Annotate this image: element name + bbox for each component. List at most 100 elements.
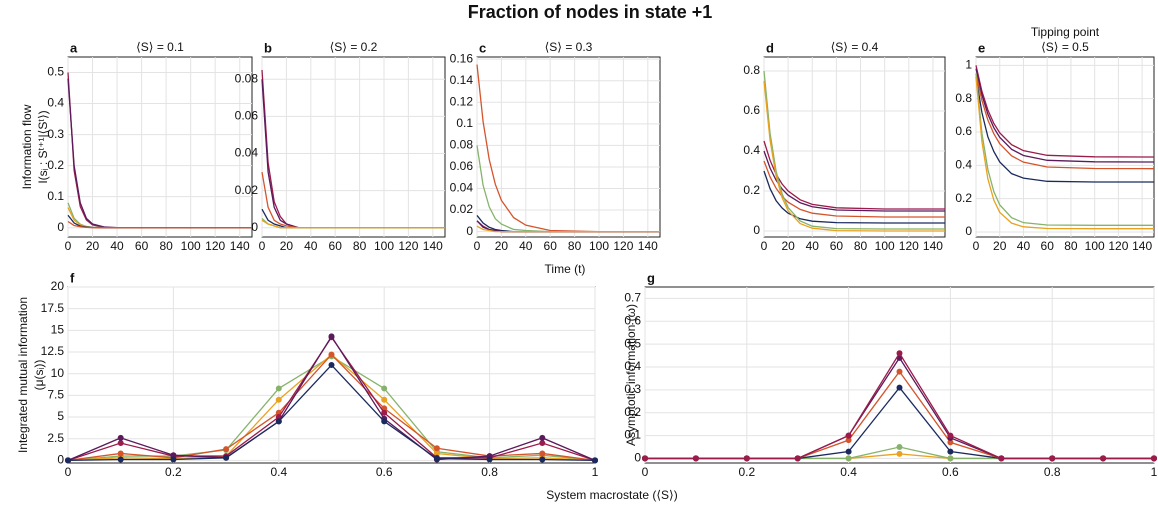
- data-line: [67, 78, 252, 229]
- data-line: [975, 65, 1155, 158]
- x-tick-label: 20: [781, 239, 795, 253]
- data-point: [947, 439, 954, 446]
- x-tick-label: 100: [589, 239, 609, 253]
- x-tick-label: 40: [519, 239, 533, 253]
- data-point: [170, 456, 177, 463]
- y-tick-label: 0.8: [743, 63, 760, 77]
- data-point: [1100, 455, 1107, 462]
- panel-title: ⟨S⟩ = 0.5: [1041, 40, 1089, 54]
- y-tick-label: 0.02: [235, 183, 259, 197]
- data-point: [117, 440, 124, 447]
- panel-letter: f: [70, 270, 75, 285]
- data-point: [381, 409, 388, 416]
- data-point: [845, 448, 852, 455]
- x-tick-label: 0: [259, 239, 266, 253]
- data-line: [975, 68, 1155, 163]
- x-tick-label: 0: [642, 465, 649, 479]
- y-tick-label: 0.6: [955, 124, 972, 138]
- data-point: [692, 455, 699, 462]
- x-tick-label: 0: [474, 239, 481, 253]
- data-point: [381, 385, 388, 392]
- x-tick-label: 80: [159, 239, 173, 253]
- y-tick-label: 0: [57, 220, 64, 234]
- y-tick-label: 0.1: [47, 189, 64, 203]
- plot-frame: [644, 286, 1155, 464]
- x-tick-label: 40: [806, 239, 820, 253]
- y-axis-label: Integrated mutual information: [16, 297, 30, 453]
- panel-letter: d: [766, 40, 774, 55]
- data-point: [223, 454, 230, 461]
- data-line: [763, 140, 945, 210]
- panel-letter: c: [479, 40, 486, 55]
- data-point: [381, 396, 388, 403]
- data-point: [896, 350, 903, 357]
- y-tick-label: 0: [466, 224, 473, 238]
- plot-frame: [67, 286, 596, 464]
- x-tick-label: 0.2: [738, 465, 755, 479]
- data-point: [896, 444, 903, 450]
- x-tick-label: 100: [181, 239, 201, 253]
- y-tick-label: 0.4: [624, 359, 641, 373]
- y-tick-label: 1: [965, 58, 972, 72]
- y-tick-label: 2.5: [47, 431, 64, 445]
- panel-letter: b: [264, 40, 272, 55]
- y-axis-label: Information flow: [20, 104, 34, 189]
- data-line: [975, 73, 1154, 226]
- y-axis-label: Asymptotic information (ω): [624, 304, 638, 446]
- y-tick-label: 0.04: [450, 181, 474, 195]
- data-line: [261, 219, 445, 229]
- data-line: [476, 220, 660, 233]
- y-tick-label: 20: [51, 279, 65, 293]
- data-point: [592, 457, 598, 464]
- data-point: [328, 362, 335, 369]
- data-line: [763, 70, 945, 230]
- x-tick-label: 40: [1017, 239, 1031, 253]
- y-tick-label: 0.06: [235, 109, 259, 123]
- data-line: [476, 64, 660, 233]
- y-tick-label: 15: [51, 323, 65, 337]
- y-tick-label: 0.1: [456, 116, 473, 130]
- data-point: [328, 333, 335, 340]
- data-point: [947, 448, 954, 455]
- x-tick-label: 20: [280, 239, 294, 253]
- panel-letter: a: [70, 40, 78, 55]
- data-point: [947, 432, 954, 439]
- panel-subtitle: Tipping point: [1031, 25, 1100, 39]
- data-point: [275, 396, 282, 403]
- x-tick-label: 0: [973, 239, 980, 253]
- data-point: [539, 450, 546, 457]
- data-line: [763, 160, 945, 218]
- data-point: [998, 455, 1005, 462]
- x-tick-label: 80: [1064, 239, 1078, 253]
- x-tick-label: 80: [353, 239, 367, 253]
- y-tick-label: 0.3: [624, 382, 641, 396]
- data-point: [539, 434, 546, 441]
- data-point: [845, 455, 852, 462]
- panel-title: ⟨S⟩ = 0.2: [330, 40, 378, 54]
- x-tick-label: 0: [761, 239, 768, 253]
- data-point: [1049, 455, 1056, 462]
- x-tick-label: 0.6: [376, 465, 393, 479]
- data-line: [975, 73, 1155, 170]
- data-point: [170, 452, 177, 459]
- figure-title: Fraction of nodes in state +1: [468, 2, 713, 22]
- data-line: [476, 225, 660, 233]
- x-tick-label: 140: [923, 239, 943, 253]
- macrostate-axis-label: System macrostate (⟨S⟩): [546, 488, 677, 502]
- x-tick-label: 60: [1041, 239, 1055, 253]
- plot-frame: [67, 56, 253, 238]
- x-tick-label: 20: [495, 239, 509, 253]
- data-point: [1151, 455, 1157, 462]
- y-tick-label: 0.7: [624, 291, 641, 305]
- y-tick-label: 0.8: [955, 91, 972, 105]
- data-point: [433, 445, 440, 452]
- y-tick-label: 12.5: [41, 344, 65, 358]
- y-tick-label: 0: [965, 224, 972, 238]
- data-line: [67, 353, 596, 462]
- x-tick-label: 0.2: [165, 465, 182, 479]
- data-line: [763, 150, 945, 212]
- x-tick-label: 140: [1132, 239, 1152, 253]
- data-point: [433, 455, 440, 462]
- y-tick-label: 0.4: [47, 96, 64, 110]
